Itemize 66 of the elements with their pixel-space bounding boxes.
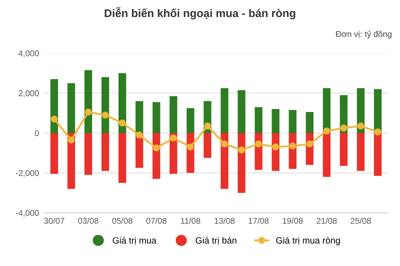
bar — [118, 73, 126, 133]
x-tick-label: 25/08 — [350, 218, 371, 224]
bar — [204, 133, 212, 158]
point — [357, 122, 364, 130]
legend-label: Giá trị bán — [196, 236, 236, 245]
x-tick-label: 17/08 — [248, 218, 269, 224]
point — [170, 134, 177, 142]
bar — [220, 133, 228, 189]
point — [221, 140, 228, 148]
y-tick-label: 0 — [34, 130, 39, 136]
bar — [374, 89, 382, 133]
point — [340, 124, 348, 132]
point — [255, 140, 262, 148]
x-tick-label: 13/08 — [214, 218, 235, 224]
legend-label: Giá trị mua — [112, 236, 156, 245]
bar — [306, 112, 314, 133]
bar — [356, 133, 365, 171]
x-tick-label: 03/08 — [78, 218, 98, 224]
bar — [322, 133, 331, 177]
text: Đơn vị: tỷ đồng — [336, 30, 392, 39]
point — [374, 128, 382, 136]
y-tick-label: -2,000 — [16, 170, 39, 177]
bar — [238, 133, 246, 193]
x-tick-label: 21/08 — [316, 218, 337, 224]
x-tick-label: 11/08 — [180, 218, 200, 224]
point — [323, 128, 330, 134]
bar — [152, 102, 160, 133]
bar — [67, 83, 76, 133]
point — [306, 140, 314, 148]
bar — [170, 96, 178, 133]
chart-title: Diễn biến khối ngoại mua - bán ròng — [104, 7, 296, 20]
bar — [220, 88, 228, 133]
bar — [136, 101, 144, 133]
x-tick-label: 19/08 — [282, 218, 303, 224]
bar — [84, 133, 92, 175]
point — [289, 142, 296, 150]
y-tick-label: 2,000 — [18, 90, 39, 98]
bar — [288, 110, 296, 133]
bar — [118, 133, 126, 183]
point — [118, 120, 126, 126]
y-tick-label: -4,000 — [16, 210, 39, 217]
bar — [186, 108, 194, 133]
point — [152, 144, 160, 152]
point — [204, 122, 211, 130]
bar — [50, 133, 58, 174]
x-tick-label: 30/07 — [44, 218, 64, 224]
bar — [374, 133, 382, 176]
y-tick-label: 4,000 — [18, 50, 39, 58]
bar — [84, 70, 92, 133]
x-tick-label: 07/08 — [146, 218, 166, 224]
legend-label: Giá trị mua ròng — [276, 236, 340, 246]
bar — [254, 107, 262, 133]
point — [68, 136, 75, 144]
bar — [101, 133, 110, 171]
point — [238, 146, 246, 154]
bar — [238, 90, 246, 133]
bar — [272, 109, 280, 133]
point — [102, 112, 109, 119]
point — [50, 116, 58, 123]
point — [186, 143, 194, 150]
x-tick-label: 05/08 — [112, 218, 132, 224]
point — [136, 132, 143, 138]
point — [272, 143, 280, 150]
bar — [101, 77, 110, 133]
bar — [340, 133, 348, 166]
point — [84, 108, 92, 116]
